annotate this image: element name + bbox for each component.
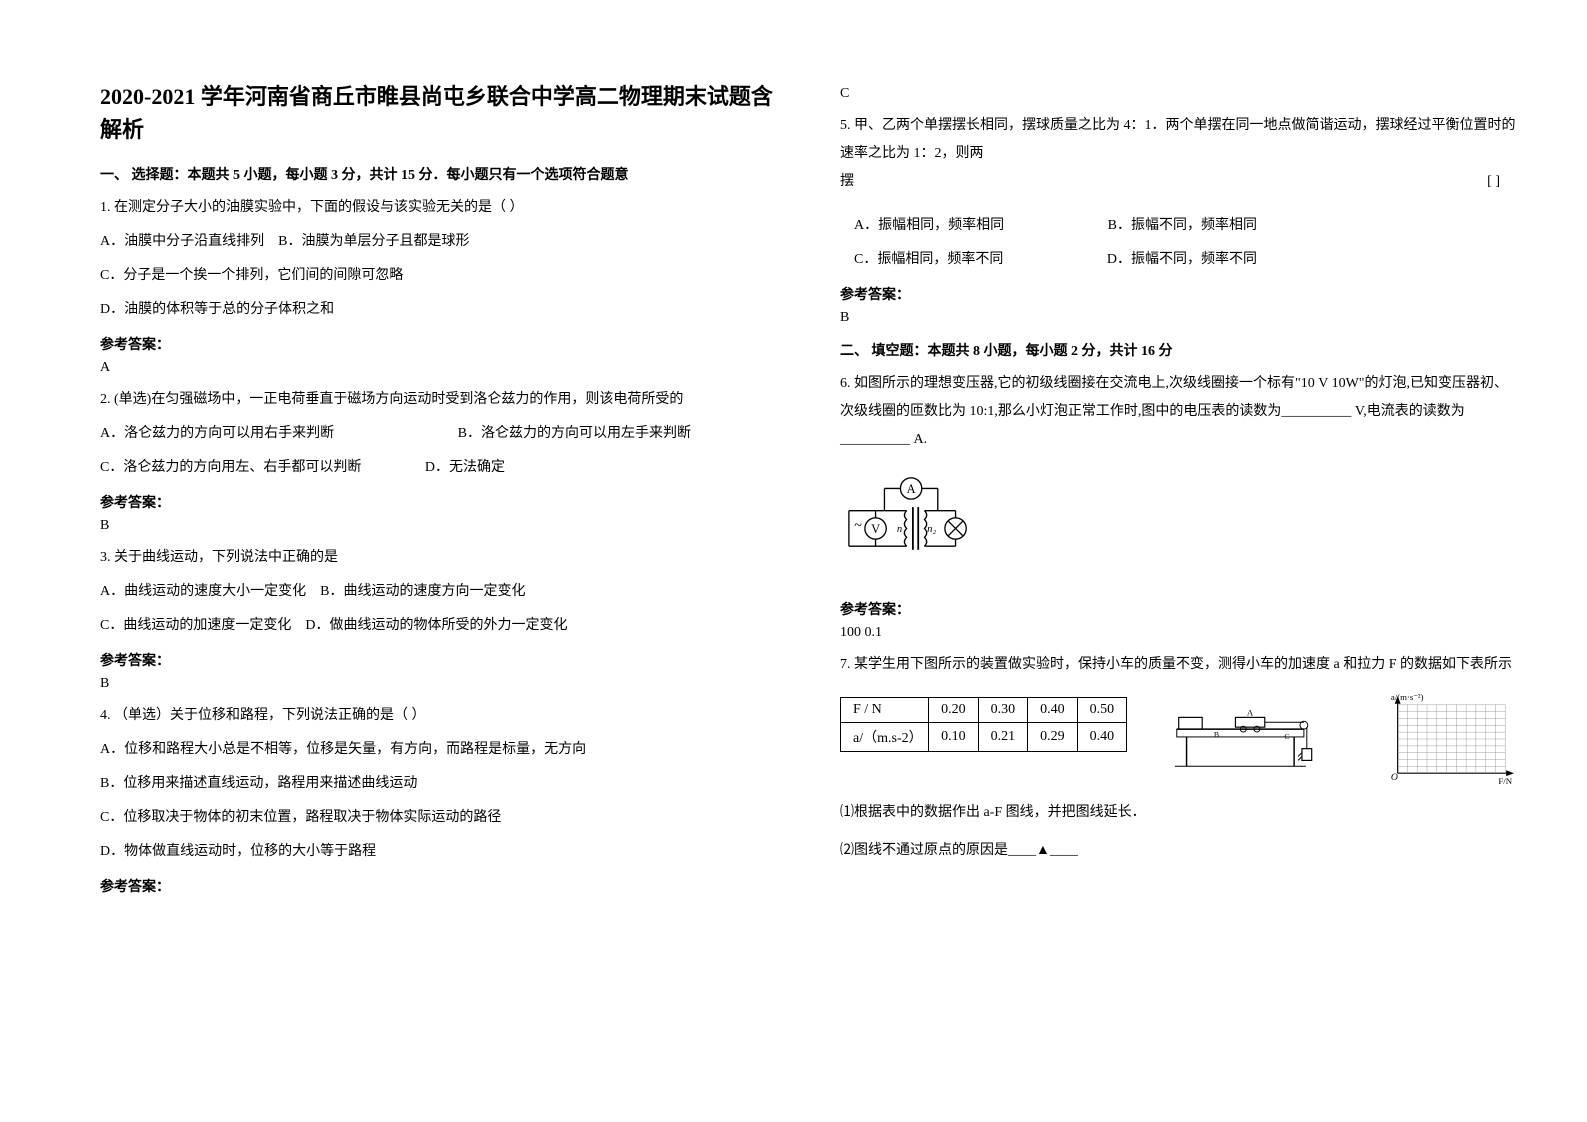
q4-opt-c: C．位移取决于物体的初末位置，路程取决于物体实际运动的路径 [100,804,780,832]
q1-answer-label: 参考答案： [100,334,780,354]
q3-opt-c: C．曲线运动的加速度一定变化 [100,618,291,633]
q1-options: A．油膜中分子沿直线排列 B．油膜为单层分子且都是球形 [100,228,780,256]
cell: a/（m.s-2） [841,723,929,752]
q4-opt-b: B．位移用来描述直线运动，路程用来描述曲线运动 [100,770,780,798]
q4-opt-d: D．物体做直线运动时，位移的大小等于路程 [100,838,780,866]
section-1-header: 一、 选择题：本题共 5 小题，每小题 3 分，共计 15 分．每小题只有一个选… [100,164,780,184]
q2-opt-a: A．洛仑兹力的方向可以用右手来判断 [100,426,334,441]
q3-opt-d: D．做曲线运动的物体所受的外力一定变化 [305,618,567,633]
question-7: 7. 某学生用下图所示的装置做实验时，保持小车的质量不变，测得小车的加速度 a … [840,651,1520,679]
q3-row1: A．曲线运动的速度大小一定变化 B．曲线运动的速度方向一定变化 [100,578,780,606]
q2-opt-d: D．无法确定 [425,460,505,475]
q3-answer: B [100,676,780,692]
q3-answer-label: 参考答案： [100,650,780,670]
q2-stem: 2. (单选)在匀强磁场中，一正电荷垂直于磁场方向运动时受到洛仑兹力的作用，则该… [100,386,780,414]
exam-title: 2020-2021 学年河南省商丘市睢县尚屯乡联合中学高二物理期末试题含解析 [100,80,780,146]
q1-opt-c: C．分子是一个挨一个排列，它们间的间隙可忽略 [100,262,780,290]
q5-opt-a: A．振幅相同，频率相同 [854,218,1004,233]
question-5: 5. 甲、乙两个单摆摆长相同，摆球质量之比为 4：1．两个单摆在同一地点做简谐运… [840,112,1520,274]
svg-text:A: A [1247,707,1254,717]
svg-text:~: ~ [854,518,862,534]
grid-graph: a/(m·s⁻²) O F/N [1383,689,1520,789]
cell: 0.10 [929,723,979,752]
cell: 0.50 [1077,698,1127,723]
question-1: 1. 在测定分子大小的油膜实验中，下面的假设与该实验无关的是（ ） A．油膜中分… [100,194,780,324]
q2-answer: B [100,518,780,534]
q2-row1: A．洛仑兹力的方向可以用右手来判断 B．洛仑兹力的方向可以用左手来判断 [100,420,780,448]
question-4: 4. （单选）关于位移和路程，下列说法正确的是（ ） A．位移和路程大小总是不相… [100,702,780,866]
q2-opt-c: C．洛仑兹力的方向用左、右手都可以判断 [100,460,361,475]
q5-stem2-row: 摆 [ ] [840,168,1520,196]
cell: 0.29 [1028,723,1078,752]
y-axis-label: a/(m·s⁻²) [1391,692,1424,702]
q5-stem1: 5. 甲、乙两个单摆摆长相同，摆球质量之比为 4：1．两个单摆在同一地点做简谐运… [840,112,1520,168]
q1-stem: 1. 在测定分子大小的油膜实验中，下面的假设与该实验无关的是（ ） [100,194,780,222]
q5-opt-b: B．振幅不同，频率相同 [1108,218,1257,233]
q5-opt-d: D．振幅不同，频率不同 [1107,252,1257,267]
q6-answer: 100 0.1 [840,625,1520,641]
q3-opt-b: B．曲线运动的速度方向一定变化 [320,584,525,599]
q5-row2: C．振幅相同，频率不同 D．振幅不同，频率不同 [854,246,1520,274]
svg-text:n₂: n₂ [927,524,936,535]
cell: 0.21 [978,723,1028,752]
q1-opt-a: A．油膜中分子沿直线排列 [100,234,264,249]
table-row: F / N 0.20 0.30 0.40 0.50 [841,698,1127,723]
table-row: a/（m.s-2） 0.10 0.21 0.29 0.40 [841,723,1127,752]
q7-sub1: ⑴根据表中的数据作出 a-F 图线，并把图线延长． [840,799,1520,827]
q7-sub2: ⑵图线不通过原点的原因是____▲____ [840,837,1520,865]
q3-stem: 3. 关于曲线运动，下列说法中正确的是 [100,544,780,572]
cell: 0.30 [978,698,1028,723]
q1-answer: A [100,360,780,376]
q2-answer-label: 参考答案： [100,492,780,512]
svg-text:O: O [1391,772,1398,783]
q3-opt-a: A．曲线运动的速度大小一定变化 [100,584,306,599]
transformer-circuit-diagram: A ~ V n₁ n₂ [840,474,1000,574]
q6-stem: 6. 如图所示的理想变压器,它的初级线圈接在交流电上,次级线圈接一个标有"10 … [840,370,1520,454]
question-3: 3. 关于曲线运动，下列说法中正确的是 A．曲线运动的速度大小一定变化 B．曲线… [100,544,780,640]
q6-answer-label: 参考答案： [840,599,1520,619]
q4-answer: C [840,86,1520,102]
question-6: 6. 如图所示的理想变压器,它的初级线圈接在交流电上,次级线圈接一个标有"10 … [840,370,1520,454]
svg-text:C: C [1284,732,1289,741]
cart-experiment-diagram: A B C [1167,689,1343,779]
right-column: C 5. 甲、乙两个单摆摆长相同，摆球质量之比为 4：1．两个单摆在同一地点做简… [840,80,1520,902]
q5-answer: B [840,310,1520,326]
cell: F / N [841,698,929,723]
cell: 0.40 [1077,723,1127,752]
svg-text:V: V [871,522,880,536]
svg-text:n₁: n₁ [897,524,906,535]
question-2: 2. (单选)在匀强磁场中，一正电荷垂直于磁场方向运动时受到洛仑兹力的作用，则该… [100,386,780,482]
x-axis-label: F/N [1498,776,1512,786]
svg-text:A: A [907,482,916,496]
exam-page: 2020-2021 学年河南省商丘市睢县尚屯乡联合中学高二物理期末试题含解析 一… [0,0,1587,942]
cell: 0.20 [929,698,979,723]
q1-opt-b: B．油膜为单层分子且都是球形 [278,234,469,249]
svg-text:B: B [1214,730,1219,739]
q7-data-table: F / N 0.20 0.30 0.40 0.50 a/（m.s-2） 0.10… [840,697,1127,752]
q4-stem: 4. （单选）关于位移和路程，下列说法正确的是（ ） [100,702,780,730]
q7-stem: 7. 某学生用下图所示的装置做实验时，保持小车的质量不变，测得小车的加速度 a … [840,651,1520,679]
q7-diagrams-row: F / N 0.20 0.30 0.40 0.50 a/（m.s-2） 0.10… [840,689,1520,789]
section-2-header: 二、 填空题：本题共 8 小题，每小题 2 分，共计 16 分 [840,340,1520,360]
q5-opt-c: C．振幅相同，频率不同 [854,252,1003,267]
q4-answer-label: 参考答案： [100,876,780,896]
q3-row2: C．曲线运动的加速度一定变化 D．做曲线运动的物体所受的外力一定变化 [100,612,780,640]
q5-bracket: [ ] [1487,168,1500,196]
q4-opt-a: A．位移和路程大小总是不相等，位移是矢量，有方向，而路程是标量，无方向 [100,736,780,764]
q5-stem2: 摆 [840,174,854,189]
cell: 0.40 [1028,698,1078,723]
q5-row1: A．振幅相同，频率相同 B．振幅不同，频率相同 [854,212,1520,240]
q5-answer-label: 参考答案： [840,284,1520,304]
q1-opt-d: D．油膜的体积等于总的分子体积之和 [100,296,780,324]
left-column: 2020-2021 学年河南省商丘市睢县尚屯乡联合中学高二物理期末试题含解析 一… [100,80,780,902]
q2-opt-b: B．洛仑兹力的方向可以用左手来判断 [458,426,691,441]
q2-row2: C．洛仑兹力的方向用左、右手都可以判断 D．无法确定 [100,454,780,482]
spacer [840,196,1520,206]
